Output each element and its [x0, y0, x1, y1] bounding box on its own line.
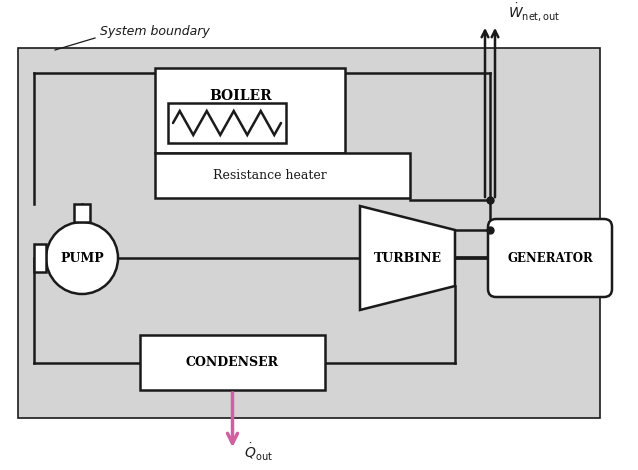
- Text: BOILER: BOILER: [209, 89, 272, 103]
- Bar: [34, 244, 46, 272]
- Text: TURBINE: TURBINE: [373, 251, 441, 265]
- Bar: [168, 103, 286, 143]
- Bar: [140, 335, 325, 390]
- Circle shape: [46, 222, 118, 294]
- Text: $\dot{Q}_{\mathsf{out}}$: $\dot{Q}_{\mathsf{out}}$: [244, 441, 273, 462]
- Text: GENERATOR: GENERATOR: [507, 251, 593, 265]
- Bar: [155, 153, 410, 198]
- Text: $\dot{W}_{\mathsf{net,out}}$: $\dot{W}_{\mathsf{net,out}}$: [508, 1, 561, 23]
- Text: Resistance heater: Resistance heater: [213, 169, 327, 182]
- Bar: [18, 48, 600, 418]
- Text: PUMP: PUMP: [60, 251, 104, 265]
- Polygon shape: [360, 206, 455, 310]
- Bar: [74, 204, 90, 222]
- Text: System boundary: System boundary: [100, 25, 210, 39]
- FancyBboxPatch shape: [488, 219, 612, 297]
- Text: CONDENSER: CONDENSER: [186, 356, 279, 369]
- Bar: [155, 68, 345, 153]
